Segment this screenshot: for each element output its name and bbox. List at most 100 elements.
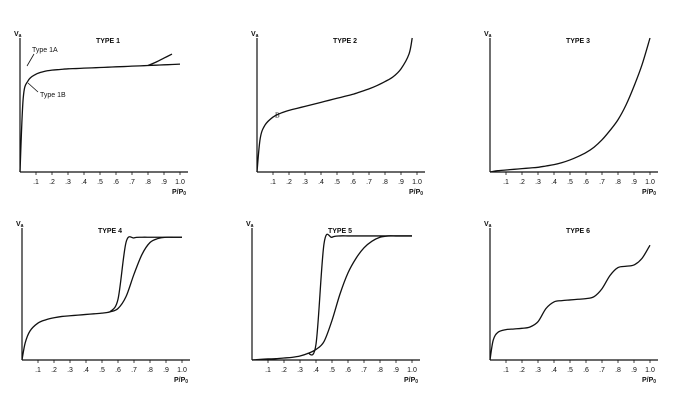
x-axis-label: P/P0 — [642, 189, 656, 197]
x-tick-label: 1.0 — [645, 367, 655, 374]
x-tick-label: .5 — [567, 367, 573, 374]
x-tick-label: .1 — [503, 179, 509, 186]
x-axis-label-sub: 0 — [185, 379, 188, 385]
annotation-arrow — [27, 82, 39, 93]
x-tick-label: .8 — [145, 179, 151, 186]
x-tick-label: .9 — [393, 367, 399, 374]
y-axis-label-sub: a — [251, 223, 254, 229]
x-tick-label: 1.0 — [645, 179, 655, 186]
y-axis-label: Va — [16, 221, 24, 229]
x-axis-label: P/P0 — [409, 189, 423, 197]
x-tick-label: .2 — [286, 179, 292, 186]
x-axis-label-main: P/P — [172, 189, 184, 196]
x-tick-label: .6 — [115, 367, 121, 374]
x-tick-label: .4 — [318, 179, 324, 186]
isotherm-curve — [19, 63, 181, 173]
x-tick-label: .4 — [83, 367, 89, 374]
x-tick-label: .9 — [631, 367, 637, 374]
x-tick-label: .5 — [99, 367, 105, 374]
x-axis-label-sub: 0 — [420, 191, 423, 197]
x-tick-label: .1 — [265, 367, 271, 374]
chart-title: TYPE 2 — [333, 38, 357, 45]
y-axis-label-sub: a — [21, 223, 24, 229]
y-axis-label-main: V — [246, 221, 251, 228]
x-tick-label: .4 — [313, 367, 319, 374]
x-tick-label: .1 — [270, 179, 276, 186]
isotherm-curve — [109, 236, 182, 313]
x-tick-label: .9 — [163, 367, 169, 374]
x-tick-label: .2 — [519, 179, 525, 186]
y-axis-label-main: V — [484, 31, 489, 38]
y-axis-label-sub: a — [489, 223, 492, 229]
x-tick-label: .8 — [615, 367, 621, 374]
x-tick-label: .4 — [551, 367, 557, 374]
x-tick-label: .7 — [129, 179, 135, 186]
x-tick-label: .8 — [615, 179, 621, 186]
isotherm-curve — [21, 236, 182, 361]
x-tick-label: .5 — [329, 367, 335, 374]
x-axis-label-sub: 0 — [653, 191, 656, 197]
x-axis-label-sub: 0 — [415, 379, 418, 385]
y-axis-label: Va — [484, 31, 492, 39]
x-axis-label: P/P0 — [404, 377, 418, 385]
x-axis-label-main: P/P — [174, 377, 186, 384]
x-tick-label: .7 — [131, 367, 137, 374]
x-tick-label: .3 — [65, 179, 71, 186]
x-axis-label-main: P/P — [409, 189, 421, 196]
x-axis-label-sub: 0 — [183, 191, 186, 197]
x-tick-label: .7 — [599, 367, 605, 374]
y-axis-label-sub: a — [256, 33, 259, 39]
x-tick-label: .3 — [302, 179, 308, 186]
x-tick-label: .6 — [583, 179, 589, 186]
x-axis-label: P/P0 — [642, 377, 656, 385]
x-tick-label: 1.0 — [177, 367, 187, 374]
x-tick-label: .8 — [377, 367, 383, 374]
x-tick-label: .1 — [503, 367, 509, 374]
x-tick-label: .6 — [350, 179, 356, 186]
x-tick-label: .9 — [631, 179, 637, 186]
x-axis-label-main: P/P — [642, 189, 654, 196]
y-axis-label-main: V — [251, 31, 256, 38]
x-tick-label: 1.0 — [175, 179, 185, 186]
x-tick-label: .9 — [398, 179, 404, 186]
x-tick-label: .3 — [535, 179, 541, 186]
x-tick-label: .2 — [281, 367, 287, 374]
annotation: Type 1B — [40, 92, 66, 99]
isotherm-curve — [147, 53, 173, 67]
x-tick-label: .7 — [361, 367, 367, 374]
x-tick-label: .5 — [97, 179, 103, 186]
x-axis-label: P/P0 — [172, 189, 186, 197]
chart-title: TYPE 1 — [96, 38, 120, 45]
y-axis-label-sub: a — [489, 33, 492, 39]
chart-title: TYPE 4 — [98, 228, 122, 235]
y-axis-label-main: V — [16, 221, 21, 228]
x-tick-label: .8 — [382, 179, 388, 186]
x-tick-label: .5 — [334, 179, 340, 186]
x-tick-label: .6 — [113, 179, 119, 186]
x-tick-label: .3 — [297, 367, 303, 374]
x-tick-label: .9 — [161, 179, 167, 186]
chart-title: TYPE 5 — [328, 228, 352, 235]
x-axis-label-main: P/P — [404, 377, 416, 384]
x-tick-label: .5 — [567, 179, 573, 186]
y-axis-label-main: V — [14, 31, 19, 38]
x-tick-label: .2 — [519, 367, 525, 374]
x-tick-label: 1.0 — [412, 179, 422, 186]
isotherm-curve — [489, 244, 651, 361]
y-axis-label: Va — [251, 31, 259, 39]
y-axis-label: Va — [14, 31, 22, 39]
annotation: B — [275, 112, 280, 120]
y-axis-label-main: V — [484, 221, 489, 228]
x-tick-label: .7 — [599, 179, 605, 186]
isotherm-curve — [307, 233, 412, 356]
x-tick-label: .4 — [81, 179, 87, 186]
x-tick-label: .1 — [33, 179, 39, 186]
x-tick-label: .6 — [345, 367, 351, 374]
x-axis-label-sub: 0 — [653, 379, 656, 385]
x-tick-label: .8 — [147, 367, 153, 374]
isotherm-curve — [256, 37, 413, 173]
x-axis-label: P/P0 — [174, 377, 188, 385]
y-axis-label-sub: a — [19, 33, 22, 39]
x-tick-label: .2 — [51, 367, 57, 374]
